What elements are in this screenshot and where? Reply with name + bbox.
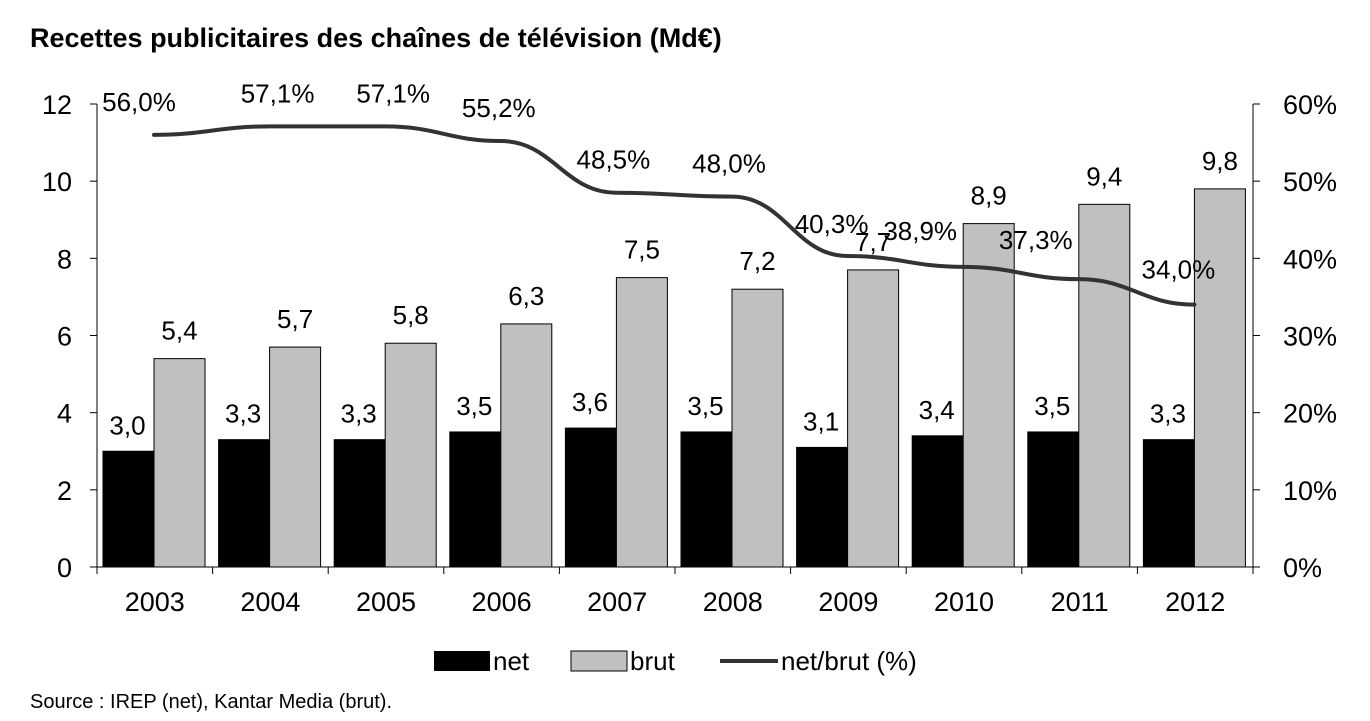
bar-net-label: 3,6	[572, 387, 608, 417]
line-point-label: 48,0%	[692, 149, 766, 179]
right-tick-label: 30%	[1283, 322, 1337, 352]
bar-net-label: 3,5	[687, 391, 723, 421]
bar-brut-label: 7,7	[855, 227, 891, 257]
bar-brut	[153, 358, 206, 568]
right-tick-label: 10%	[1283, 476, 1337, 506]
line-point-label: 55,2%	[462, 93, 536, 123]
bar-brut-label: 7,2	[739, 246, 775, 276]
bar-brut-label: 5,4	[161, 316, 197, 346]
line-net-brut-ratio	[152, 124, 1197, 307]
bar-net-label: 3,3	[1150, 399, 1186, 429]
right-tick-label: 20%	[1283, 399, 1337, 429]
x-tick-label: 2004	[240, 587, 300, 617]
source-note: Source : IREP (net), Kantar Media (brut)…	[30, 691, 392, 713]
bar-net	[1027, 431, 1080, 568]
bar-net	[1142, 439, 1195, 568]
bars	[102, 188, 1246, 568]
bar-brut-label: 9,8	[1202, 146, 1238, 176]
left-tick-label: 4	[57, 399, 72, 429]
bar-net	[102, 450, 155, 568]
data-labels: 3,0 5,4 3,3 5,7 3,3 5,8 3,5 6,3 3,6 7,5 3,5 7,2 3,1 7…	[102, 78, 1238, 440]
legend-swatch-net	[434, 651, 490, 671]
bar-brut	[731, 288, 784, 568]
bar-brut	[1078, 203, 1131, 568]
bar-net	[564, 427, 617, 568]
bar-brut	[269, 346, 322, 568]
bar-brut-label: 7,5	[624, 235, 660, 265]
line-point-label: 57,1%	[241, 78, 315, 108]
x-tick-label: 2007	[587, 587, 647, 617]
bar-net-label: 3,4	[919, 395, 955, 425]
x-tick-label: 2006	[472, 587, 532, 617]
bar-net	[333, 439, 386, 568]
bar-brut-label: 6,3	[508, 281, 544, 311]
x-tick-label: 2005	[356, 587, 416, 617]
left-tick-label: 6	[57, 322, 72, 352]
bar-net	[796, 446, 849, 568]
line-point-label: 37,3%	[999, 225, 1073, 255]
right-tick-label: 40%	[1283, 244, 1337, 274]
x-tick-label: 2008	[703, 587, 763, 617]
bar-net	[680, 431, 733, 568]
bar-brut	[962, 223, 1015, 568]
chart-title: Recettes publicitaires des chaînes de té…	[30, 23, 722, 53]
x-tick-label: 2009	[818, 587, 878, 617]
bar-net-label: 3,5	[456, 391, 492, 421]
line-series	[152, 124, 1197, 307]
line-point-label: 48,5%	[577, 145, 651, 175]
x-tick-label: 2011	[1051, 587, 1109, 617]
legend-swatch-brut	[570, 650, 628, 672]
left-tick-label: 8	[57, 244, 72, 274]
bar-net	[449, 431, 502, 568]
left-tick-label: 0	[57, 553, 72, 583]
right-tick-label: 60%	[1283, 90, 1337, 120]
bar-net-label: 3,0	[109, 410, 145, 440]
bar-brut-label: 5,8	[393, 300, 429, 330]
bar-net-label: 3,3	[225, 399, 261, 429]
bar-brut	[384, 342, 437, 568]
legend: net brut net/brut (%)	[434, 646, 917, 676]
line-point-label: 40,3%	[795, 209, 869, 239]
bar-brut	[615, 277, 668, 568]
left-tick-label: 2	[57, 476, 72, 506]
line-point-label: 57,1%	[356, 78, 430, 108]
bar-brut-label: 8,9	[971, 181, 1007, 211]
bar-brut-label: 9,4	[1086, 161, 1122, 191]
bar-net-label: 3,3	[341, 399, 377, 429]
x-tick-label: 2012	[1165, 587, 1225, 617]
axes: 0 2 4 6 8 10 12 0% 10% 20% 30% 40% 50% 60% 2003 2004 200…	[42, 90, 1337, 617]
bar-brut	[500, 323, 553, 568]
right-tick-label: 0%	[1283, 553, 1322, 583]
line-point-label: 34,0%	[1142, 255, 1216, 285]
line-point-label: 56,0%	[102, 87, 176, 117]
bar-net-label: 3,1	[803, 406, 839, 436]
bar-brut	[1193, 188, 1246, 568]
legend-label-brut: brut	[630, 646, 676, 676]
bar-net-label: 3,5	[1034, 391, 1070, 421]
right-tick-label: 50%	[1283, 167, 1337, 197]
bar-brut	[847, 269, 900, 568]
line-point-label: 38,9%	[883, 216, 957, 246]
legend-label-net: net	[493, 646, 530, 676]
bar-net	[911, 435, 964, 568]
left-tick-label: 10	[42, 167, 72, 197]
bar-brut-label: 5,7	[277, 304, 313, 334]
bar-net	[218, 439, 271, 568]
legend-label-ratio: net/brut (%)	[781, 646, 917, 676]
left-tick-label: 12	[42, 90, 72, 120]
x-tick-label: 2003	[125, 587, 185, 617]
x-tick-label: 2010	[934, 587, 994, 617]
